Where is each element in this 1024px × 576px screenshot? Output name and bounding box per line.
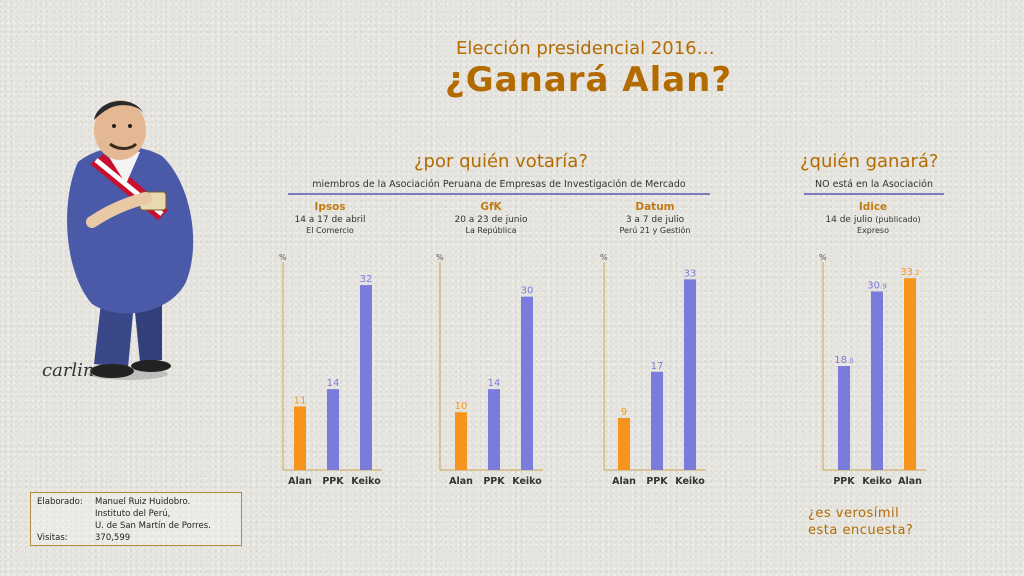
vote-question: ¿por quién votaría?: [414, 151, 588, 172]
bar-alan: [455, 412, 467, 470]
poll-name: Idice: [858, 201, 888, 213]
value-label: 10: [455, 401, 468, 412]
poll-source: El Comercio: [306, 226, 354, 235]
bar-ppk: [327, 389, 339, 470]
category-label: PPK: [483, 476, 505, 487]
bar-keiko: [871, 291, 883, 470]
poll-name: GfK: [480, 201, 502, 213]
poll-name: Ipsos: [314, 201, 346, 213]
bar-ppk: [651, 371, 663, 470]
value-label: 30: [521, 286, 534, 297]
credit-box: Elaborado: Manuel Ruiz Huidobro. Institut…: [30, 492, 242, 546]
poll-header-ipsos: Ipsos 14 a 17 de abril El Comercio: [265, 201, 395, 235]
unit-label: %: [600, 253, 608, 262]
win-rule: [804, 193, 944, 195]
bar-keiko: [521, 296, 533, 470]
value-label: 18.0: [834, 355, 853, 366]
category-label: Keiko: [675, 476, 705, 487]
win-question: ¿quién ganará?: [800, 151, 939, 172]
poll-source: Perú 21 y Gestión: [619, 226, 691, 235]
signature: carlin: [42, 360, 95, 381]
poll-header-gfk: GfK 20 a 23 de junio La República: [426, 201, 556, 235]
bar-ppk: [488, 389, 500, 470]
value-label: 11: [294, 395, 307, 406]
value-label: 30.9: [867, 280, 886, 291]
bar-alan: [294, 406, 306, 470]
unit-label: %: [279, 253, 287, 262]
poll-source: Expreso: [857, 226, 889, 235]
unit-label: %: [436, 253, 444, 262]
poll-date: 14 de julio (publicado): [825, 215, 921, 225]
value-label: 17: [651, 361, 664, 372]
category-label: Keiko: [862, 476, 892, 487]
bar-alan: [618, 418, 630, 470]
value-label: 14: [488, 378, 501, 389]
win-note: NO está en la Asociación: [815, 179, 933, 190]
category-label: PPK: [646, 476, 668, 487]
bar-keiko: [360, 285, 372, 470]
unit-label: %: [819, 253, 827, 262]
value-label: 33.2: [900, 267, 919, 278]
category-label: Alan: [449, 476, 473, 487]
category-label: Keiko: [512, 476, 542, 487]
page-subtitle: Elección presidencial 2016…: [456, 38, 715, 59]
value-label: 33: [684, 268, 697, 279]
poll-name: Datum: [635, 201, 675, 213]
poll-header-idice: Idice 14 de julio (publicado) Expreso: [808, 201, 938, 235]
category-label: Alan: [288, 476, 312, 487]
page-title: ¿Ganará Alan?: [445, 60, 733, 100]
category-label: PPK: [833, 476, 855, 487]
poll-date: 14 a 17 de abril: [294, 215, 366, 225]
vote-rule: [288, 193, 710, 195]
poll-header-datum: Datum 3 a 7 de julio Perú 21 y Gestión: [590, 201, 720, 235]
closing-question: ¿es verosímil esta encuesta?: [808, 506, 914, 538]
vote-note: miembros de la Asociación Peruana de Emp…: [312, 179, 686, 190]
caricature-illustration: carlin: [42, 100, 194, 381]
value-label: 14: [327, 378, 340, 389]
category-label: Alan: [612, 476, 636, 487]
category-label: PPK: [322, 476, 344, 487]
bar-ppk: [838, 366, 850, 470]
category-label: Keiko: [351, 476, 381, 487]
poll-date: 3 a 7 de julio: [625, 215, 685, 225]
category-label: Alan: [898, 476, 922, 487]
poll-date: 20 a 23 de junio: [454, 215, 528, 225]
bar-keiko: [684, 279, 696, 470]
bar-alan: [904, 278, 916, 470]
poll-source: La República: [465, 226, 517, 235]
value-label: 9: [621, 407, 627, 418]
value-label: 32: [360, 274, 373, 285]
